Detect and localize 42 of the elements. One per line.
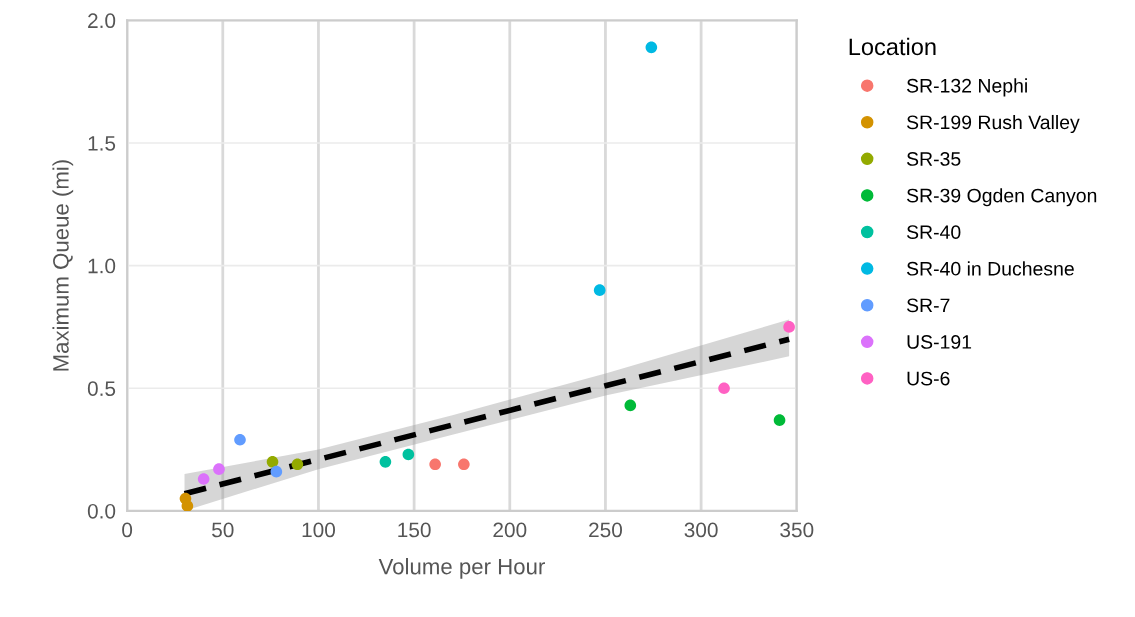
x-tick-label: 350 [780,522,814,538]
legend-label: US-191 [907,335,972,349]
point [402,448,415,461]
legend-label: SR-199 Rush Valley [906,114,1080,134]
point [270,465,283,478]
point [783,321,795,333]
legend-title: Location [849,37,936,56]
legend-label: SR-7 [906,298,950,313]
point [593,284,606,296]
point [181,500,194,511]
x-tick-label: 0 [122,522,133,538]
point [266,456,279,468]
legend-label: SR-132 Nephi [906,78,1027,97]
point [291,458,304,471]
point [645,41,658,54]
y-tick-label: 1.0 [88,258,116,274]
x-tick-label: 150 [398,522,431,538]
x-tick-label: 250 [589,522,623,538]
x-axis-title: Volume per Hour [378,558,545,579]
x-tick-label: 100 [302,522,336,538]
point [773,414,786,426]
y-tick-label: 0.5 [87,381,116,396]
y-tick-label: 0.0 [87,503,116,519]
x-tick-label: 200 [493,522,527,538]
legend-label: SR-39 Ogden Canyon [906,188,1097,207]
y-tick-label: 2.0 [88,13,116,29]
point [624,399,637,412]
legend-label: SR-40 in Duchesne [906,261,1074,276]
legend-label: US-6 [907,371,950,386]
x-tick-label: 50 [212,522,234,538]
y-tick-label: 1.5 [88,136,116,151]
point [379,456,392,468]
x-tick-label: 300 [684,522,718,538]
point [429,458,441,471]
legend-label: SR-35 [906,152,961,166]
point [213,463,225,475]
point [718,382,730,395]
legend-label: SR-40 [906,225,961,240]
y-axis-title: Maximum Queue (mi) [52,160,74,371]
point [197,473,210,485]
point [234,433,246,446]
point [458,458,470,471]
